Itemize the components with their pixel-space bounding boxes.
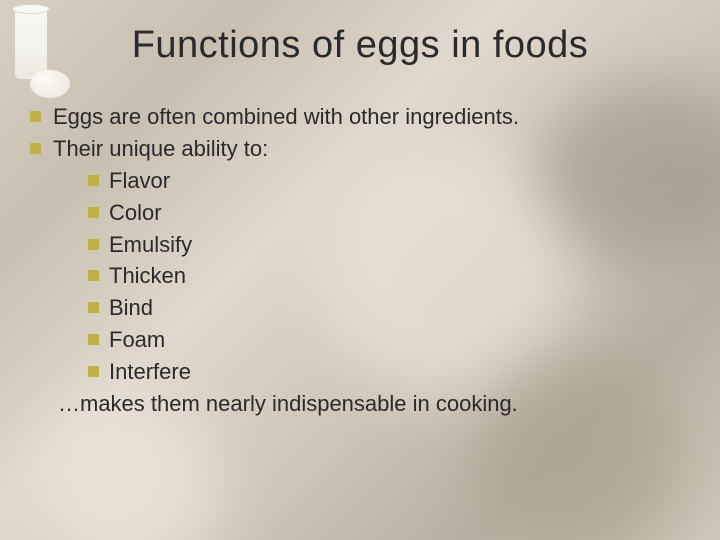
bullet-text: Their unique ability to: <box>53 133 268 165</box>
bullet-square-icon <box>88 175 99 186</box>
bullet-square-icon <box>88 366 99 377</box>
list-item: Interfere <box>88 356 690 388</box>
bullet-square-icon <box>88 239 99 250</box>
conclusion-text: …makes them nearly indispensable in cook… <box>58 388 690 420</box>
list-item: Bind <box>88 292 690 324</box>
bullet-text: Emulsify <box>109 229 192 261</box>
bullet-text: Flavor <box>109 165 170 197</box>
bullet-square-icon <box>30 111 41 122</box>
bullet-text: Bind <box>109 292 153 324</box>
bullet-square-icon <box>88 302 99 313</box>
slide-body: Eggs are often combined with other ingre… <box>30 101 690 420</box>
list-item: Their unique ability to: <box>30 133 690 165</box>
bullet-square-icon <box>88 207 99 218</box>
list-item: Eggs are often combined with other ingre… <box>30 101 690 133</box>
list-item: Thicken <box>88 260 690 292</box>
list-item: Emulsify <box>88 229 690 261</box>
bullet-square-icon <box>88 270 99 281</box>
list-item: Color <box>88 197 690 229</box>
bullet-square-icon <box>30 143 41 154</box>
list-item: Foam <box>88 324 690 356</box>
list-item: Flavor <box>88 165 690 197</box>
bullet-text: Interfere <box>109 356 191 388</box>
slide-title: Functions of eggs in foods <box>30 24 690 67</box>
bullet-text: Color <box>109 197 162 229</box>
bullet-square-icon <box>88 334 99 345</box>
bullet-text: Eggs are often combined with other ingre… <box>53 101 519 133</box>
slide-container: Functions of eggs in foods Eggs are ofte… <box>0 0 720 540</box>
bullet-text: Thicken <box>109 260 186 292</box>
bullet-text: Foam <box>109 324 165 356</box>
